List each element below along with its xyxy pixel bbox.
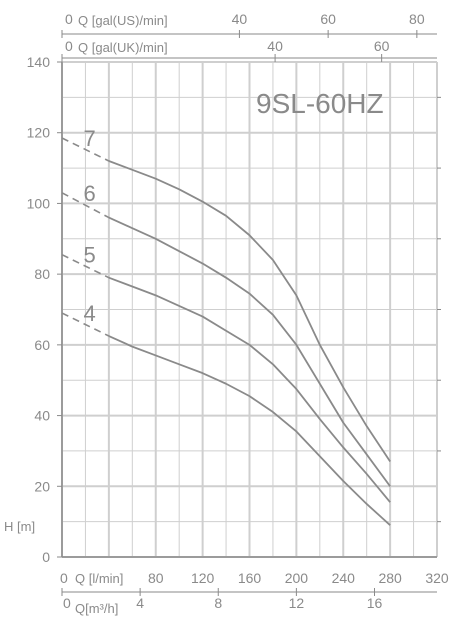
bottom-axis-m3h-tick-label: 8: [214, 595, 222, 611]
x-tick-label: 160: [238, 570, 262, 586]
x-tick-label: 200: [285, 570, 309, 586]
series-7-extrapolated: [61, 137, 110, 162]
grid: [61, 61, 438, 558]
top-axis-uk-tick-label: 40: [267, 38, 283, 54]
series-4-label: 4: [83, 301, 95, 326]
top-axis-uk-label: Q [gal(UK)/min]: [78, 40, 168, 55]
chart-title: 9SL-60HZ: [256, 88, 384, 119]
x-axis-label: Q [l/min]: [75, 571, 123, 586]
y-tick-label: 60: [34, 337, 50, 353]
bottom-axis-m3h-label: Q[m³/h]: [75, 601, 118, 616]
bottom-axis-m3h-tick-label: 0: [63, 595, 71, 611]
series-6-extrapolated: [61, 192, 110, 219]
y-tick-label: 140: [27, 54, 51, 70]
series-5-curve: [108, 276, 391, 503]
series-lines: [61, 137, 391, 526]
series-5-extrapolated: [61, 253, 110, 279]
curve-labels: 7 6 5 4: [83, 126, 95, 326]
series-4-curve: [108, 335, 391, 526]
series-6-label: 6: [83, 181, 95, 206]
top-axis-uk-tick-label: 0: [65, 38, 73, 54]
top-axis-us-tick-label: 60: [320, 11, 336, 27]
y-tick-label: 100: [27, 195, 51, 211]
series-7-label: 7: [83, 126, 95, 151]
top-axis-us-tick-label: 40: [232, 11, 248, 27]
y-tick-label: 120: [27, 125, 51, 141]
top-axis-uk-tick-label: 60: [374, 38, 390, 54]
series-5-label: 5: [83, 243, 95, 268]
bottom-axis-m3h-tick-label: 16: [367, 595, 383, 611]
x-tick-label: 240: [332, 570, 356, 586]
series-4-extrapolated: [61, 312, 110, 337]
series-6-curve: [108, 216, 391, 487]
x-tick-label: 0: [60, 570, 68, 586]
series-7-curve: [108, 160, 391, 463]
y-axis-label: H [m]: [4, 519, 35, 534]
x-tick-label: 320: [425, 570, 449, 586]
y-tick-label: 20: [34, 478, 50, 494]
bottom-axis-m3h-tick-label: 4: [136, 595, 144, 611]
x-tick-label: 80: [148, 570, 164, 586]
y-tick-label: 40: [34, 408, 50, 424]
y-tick-label: 0: [42, 549, 50, 565]
bottom-axis-m3h-tick-label: 12: [289, 595, 305, 611]
y-tick-label: 80: [34, 266, 50, 282]
x-tick-label: 280: [378, 570, 402, 586]
top-axis-us-label: Q [gal(US)/min]: [78, 13, 168, 28]
top-axis-us-tick-label: 0: [65, 11, 73, 27]
x-tick-label: 120: [191, 570, 215, 586]
top-axis-us-tick-label: 80: [409, 11, 425, 27]
